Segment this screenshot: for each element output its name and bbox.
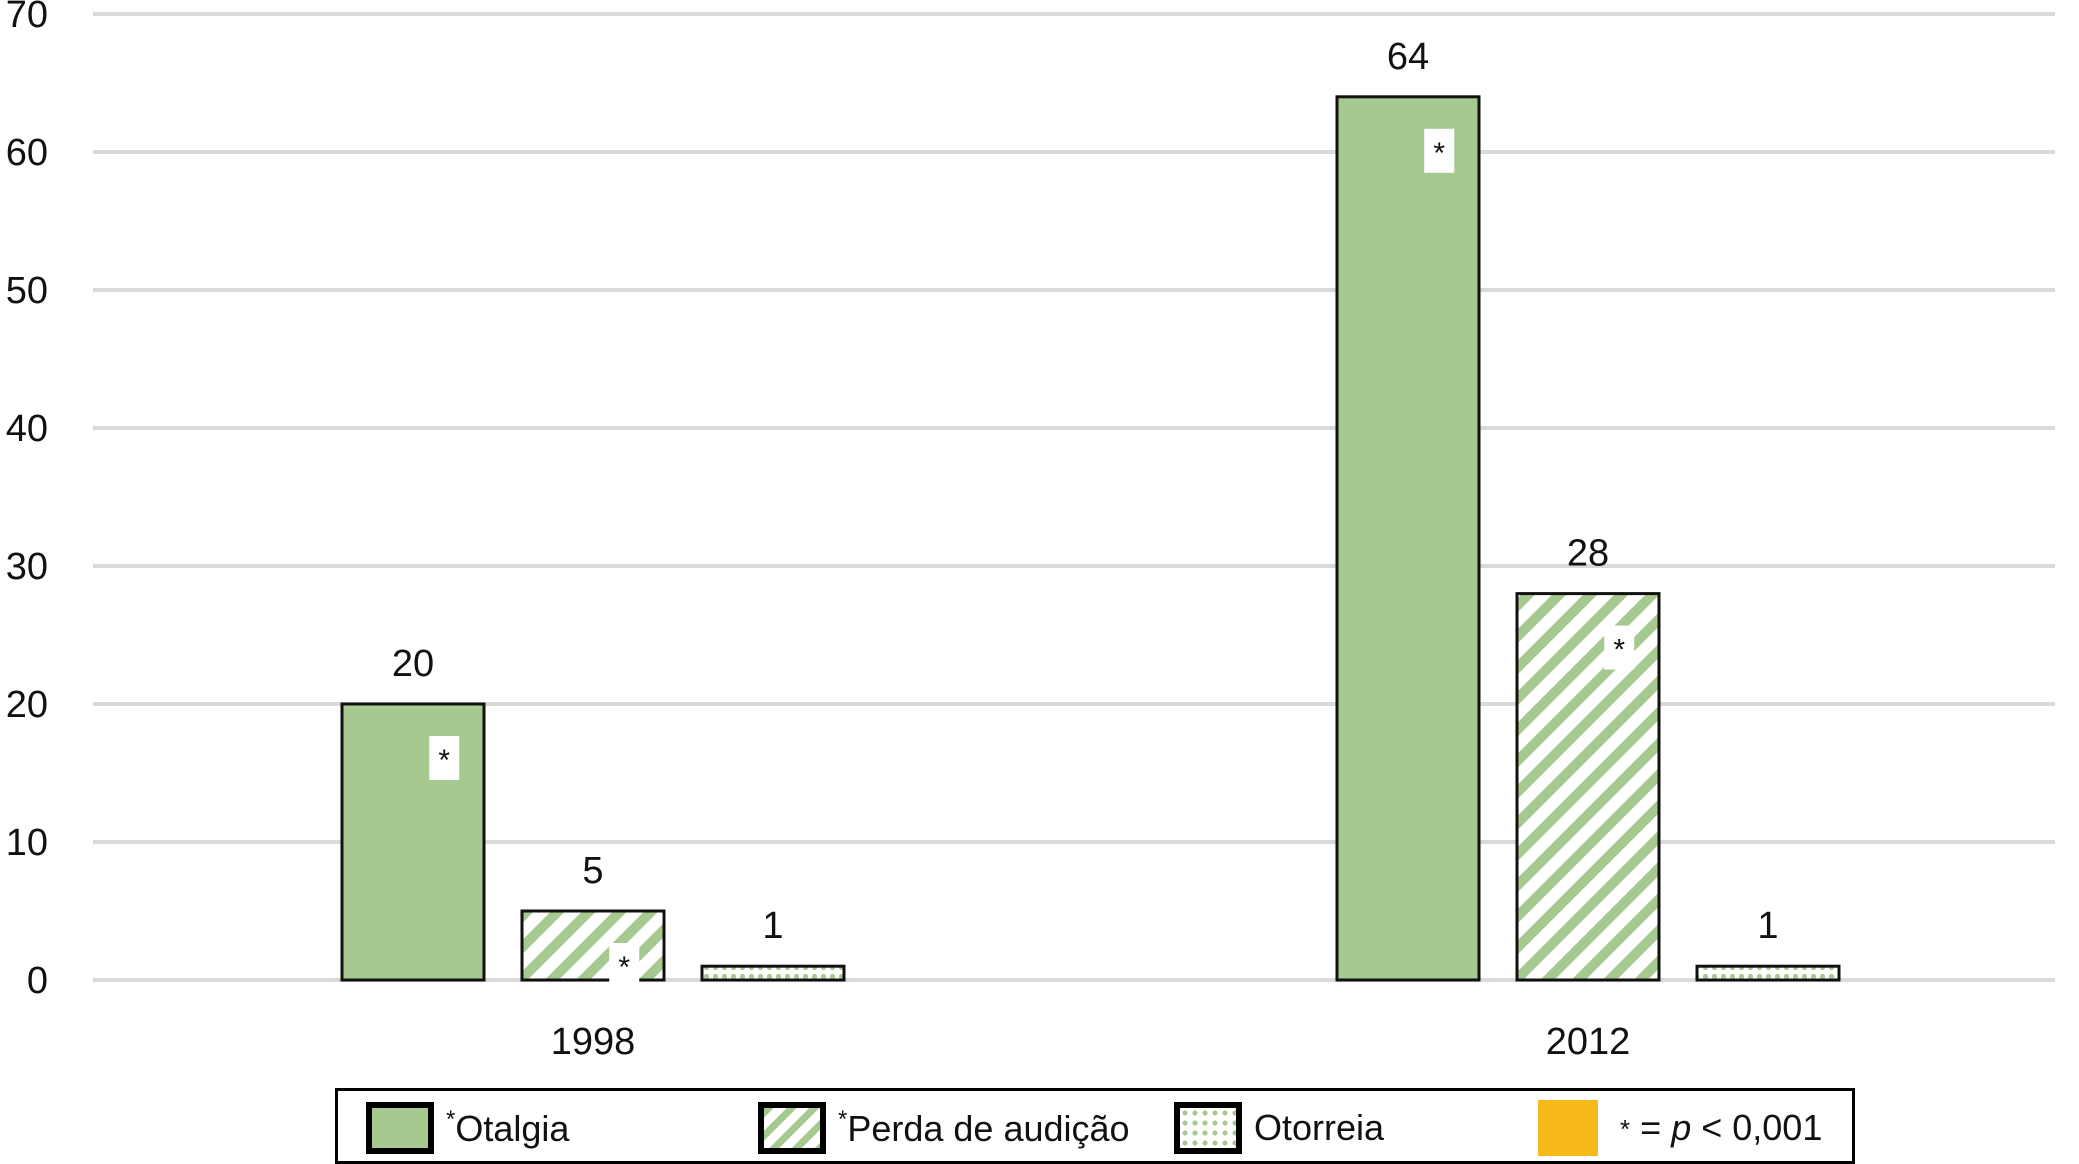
data-label: 5 bbox=[582, 850, 603, 892]
significance-box bbox=[1424, 128, 1455, 173]
x-axis-categories: 1998 2012 bbox=[551, 1021, 1631, 1063]
y-tick-label: 30 bbox=[6, 546, 48, 588]
y-tick-label: 20 bbox=[6, 684, 48, 726]
legend-swatch-otalgia bbox=[366, 1102, 434, 1154]
legend-item-significance: * = p < 0,001 bbox=[1538, 1100, 1823, 1156]
bars bbox=[340, 95, 1841, 982]
data-label: 20 bbox=[392, 643, 434, 685]
significance-note: * = p < 0,001 bbox=[1620, 1107, 1823, 1148]
y-tick-label: 50 bbox=[6, 270, 48, 312]
bar-chart: 0 10 20 30 40 50 60 70 20 * 5 * 1 64 * 28 * 1 1998 2012 bbox=[6, 0, 2055, 1063]
legend-swatch-otorreia bbox=[1174, 1102, 1242, 1154]
significance-marker: * bbox=[1613, 634, 1625, 667]
bar-otorreia-1998 bbox=[700, 964, 846, 982]
legend-item-perda-de-audicao: *Perda de audição bbox=[758, 1101, 1130, 1155]
legend-swatch-significance bbox=[1538, 1100, 1598, 1156]
data-label: 64 bbox=[1387, 36, 1429, 78]
significance-box bbox=[1604, 625, 1635, 670]
data-label: 1 bbox=[762, 905, 783, 947]
y-tick-label: 60 bbox=[6, 132, 48, 174]
x-category-label: 1998 bbox=[551, 1021, 636, 1063]
legend-label-otorreia: Otorreia bbox=[1254, 1107, 1385, 1148]
significance-marker: * bbox=[1433, 137, 1445, 170]
significance-box bbox=[609, 943, 640, 987]
x-category-label: 2012 bbox=[1546, 1021, 1631, 1063]
significance-marker: * bbox=[618, 951, 630, 984]
legend: *Otalgia *Perda de audição Otorreia * = … bbox=[335, 1088, 1855, 1164]
significance-box bbox=[429, 736, 460, 780]
bar-perda-de-audição-2012 bbox=[1515, 592, 1661, 982]
y-tick-label: 0 bbox=[27, 960, 48, 1002]
y-tick-label: 10 bbox=[6, 822, 48, 864]
y-axis-ticks: 0 10 20 30 40 50 60 70 bbox=[6, 0, 48, 1002]
data-label: 28 bbox=[1567, 533, 1609, 575]
bar-otorreia-2012 bbox=[1695, 964, 1841, 982]
legend-item-otorreia: Otorreia bbox=[1174, 1101, 1384, 1155]
legend-swatch-perda-de-audicao bbox=[758, 1102, 826, 1154]
y-tick-label: 70 bbox=[6, 0, 48, 36]
data-labels: 20 * 5 * 1 64 * 28 * 1 bbox=[392, 36, 1779, 987]
legend-label-otalgia: *Otalgia bbox=[446, 1106, 570, 1149]
y-tick-label: 40 bbox=[6, 408, 48, 450]
data-label: 1 bbox=[1757, 905, 1778, 947]
significance-marker: * bbox=[438, 744, 450, 777]
legend-item-otalgia: *Otalgia bbox=[366, 1101, 569, 1155]
legend-label-perda-de-audicao: *Perda de audição bbox=[838, 1106, 1130, 1149]
bar-otalgia-1998 bbox=[340, 702, 486, 982]
bar-perda-de-audição-1998 bbox=[520, 909, 666, 982]
bar-otalgia-2012 bbox=[1335, 95, 1481, 982]
